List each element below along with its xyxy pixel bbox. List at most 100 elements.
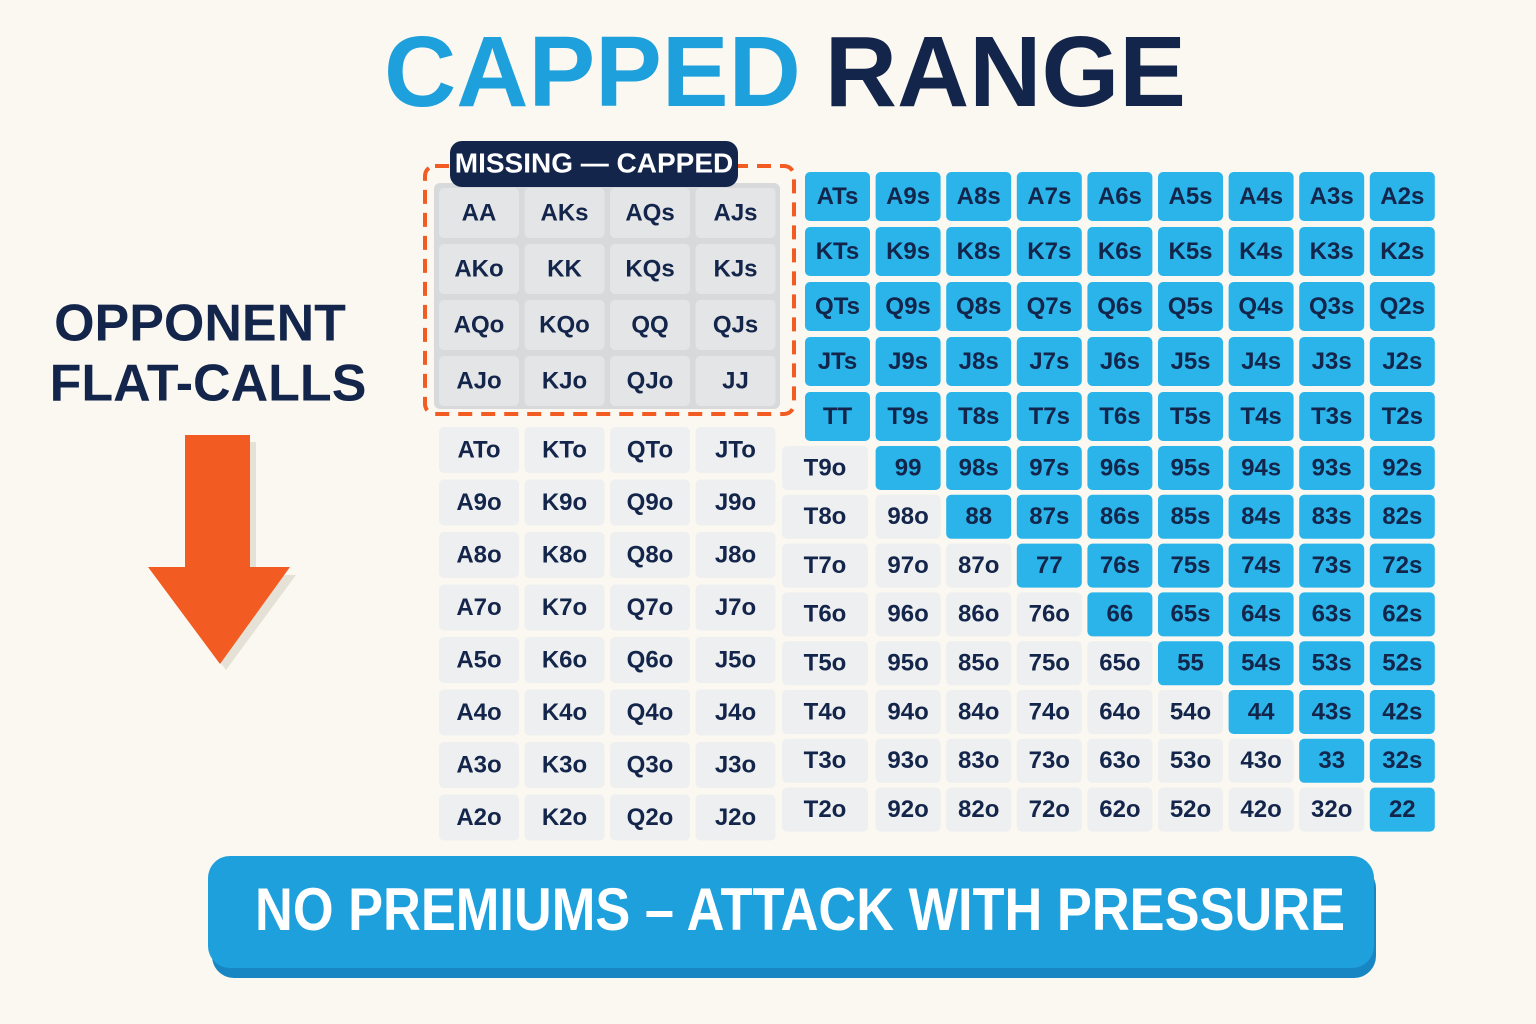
hand-label: JJ xyxy=(722,367,749,394)
hand-cell xyxy=(610,689,690,736)
hand-cell xyxy=(1369,641,1435,686)
title: CAPPED RANGE xyxy=(384,16,1186,128)
side-label: FLAT-CALLS xyxy=(50,355,367,413)
hand-label: Q6o xyxy=(627,646,674,673)
hand-label: KTs xyxy=(816,238,860,265)
hand-cell xyxy=(946,282,1012,331)
hand-cell xyxy=(695,479,776,526)
hand-label: AQs xyxy=(625,199,674,226)
hand-cell xyxy=(1369,592,1435,637)
hand-cell xyxy=(1158,227,1223,276)
hand-label: T5o xyxy=(804,650,847,677)
hand-label: 74s xyxy=(1241,552,1281,579)
hand-cell xyxy=(875,446,941,490)
hand-label: KJo xyxy=(542,367,587,394)
hand-cell xyxy=(1016,543,1082,588)
hand-label: AQo xyxy=(454,311,505,338)
hand-cell xyxy=(695,188,776,238)
hand-label: K3o xyxy=(542,751,587,778)
hand-label: KQo xyxy=(539,311,590,338)
hand-label: 53o xyxy=(1170,747,1211,774)
hand-label: K4s xyxy=(1239,238,1283,265)
hand-cell xyxy=(610,300,690,350)
hand-label: J8o xyxy=(715,541,756,568)
hand-label: J8s xyxy=(959,348,999,375)
hand-cell xyxy=(805,172,870,221)
hand-label: T3s xyxy=(1311,403,1352,430)
hand-cell xyxy=(875,543,941,588)
hand-cell xyxy=(1016,494,1082,539)
hand-cell xyxy=(946,446,1012,490)
hand-label: 75s xyxy=(1170,552,1210,579)
hand-label: 42o xyxy=(1240,796,1281,823)
hand-cell xyxy=(524,479,605,526)
hand-cell xyxy=(1228,494,1294,539)
hand-label: K6s xyxy=(1098,238,1142,265)
hand-cell xyxy=(782,641,868,686)
hand-label: T2s xyxy=(1382,403,1423,430)
hand-label: 87s xyxy=(1029,503,1069,530)
hand-label: 86s xyxy=(1100,503,1140,530)
hand-label: 86o xyxy=(958,601,999,628)
hand-label: 76o xyxy=(1029,601,1070,628)
banner-text: NO PREMIUMS – ATTACK WITH PRESSURE xyxy=(255,876,1345,943)
hand-label: JTs xyxy=(818,348,858,375)
title-part: CAPPED xyxy=(384,16,801,128)
hand-cell xyxy=(610,479,690,526)
hand-label: K2o xyxy=(542,804,587,831)
hand-cell xyxy=(610,532,690,578)
hand-label: Q9s xyxy=(885,293,930,320)
hand-cell xyxy=(1016,787,1082,832)
hand-label: A5o xyxy=(456,646,501,673)
hand-label: 95s xyxy=(1170,454,1210,481)
hand-label: J4o xyxy=(715,699,756,726)
hand-label: AKo xyxy=(454,255,503,282)
hand-cell xyxy=(946,172,1012,221)
hand-cell xyxy=(875,227,941,276)
hand-label: J2o xyxy=(715,804,756,831)
hand-label: T6o xyxy=(804,601,847,628)
hand-label: 94o xyxy=(887,698,928,725)
hand-cell xyxy=(695,689,776,736)
hand-label: K8s xyxy=(957,238,1001,265)
hand-cell xyxy=(524,300,605,350)
hand-label: 43s xyxy=(1312,698,1352,725)
hand-label: J6s xyxy=(1100,348,1140,375)
hand-cell xyxy=(1087,690,1153,734)
hand-cell xyxy=(1369,494,1435,539)
hand-cell xyxy=(1087,592,1153,637)
hand-cell xyxy=(695,300,776,350)
hand-label: KTo xyxy=(542,436,587,463)
hand-label: 73o xyxy=(1029,747,1070,774)
hand-label: Q7s xyxy=(1027,293,1072,320)
hand-cell xyxy=(782,543,868,588)
hand-cell xyxy=(439,479,519,526)
hand-cell xyxy=(524,356,605,406)
hand-label: 97o xyxy=(887,552,928,579)
hand-label: 96o xyxy=(887,601,928,628)
hand-cell xyxy=(946,641,1012,686)
hand-cell xyxy=(1016,282,1082,331)
hand-cell xyxy=(439,794,519,841)
hand-label: Q8s xyxy=(956,293,1001,320)
hand-label: K7s xyxy=(1027,238,1071,265)
hand-cell xyxy=(1369,543,1435,588)
hand-label: 66 xyxy=(1107,601,1134,628)
hand-cell xyxy=(1369,690,1435,734)
hand-label: 77 xyxy=(1036,552,1063,579)
hand-label: KQs xyxy=(625,255,674,282)
hand-label: AA xyxy=(462,199,497,226)
hand-cell xyxy=(439,584,519,631)
hand-cell xyxy=(1087,337,1153,386)
hand-label: 98o xyxy=(887,503,928,530)
hand-cell xyxy=(1158,543,1223,588)
hand-cell xyxy=(782,494,868,539)
hand-cell xyxy=(1299,787,1365,832)
hand-cell xyxy=(946,592,1012,637)
hand-label: T2o xyxy=(804,796,847,823)
hand-cell xyxy=(695,742,776,788)
hand-label: J3s xyxy=(1312,348,1352,375)
hand-cell xyxy=(1087,738,1153,783)
hand-cell xyxy=(524,188,605,238)
hand-cell xyxy=(524,637,605,683)
